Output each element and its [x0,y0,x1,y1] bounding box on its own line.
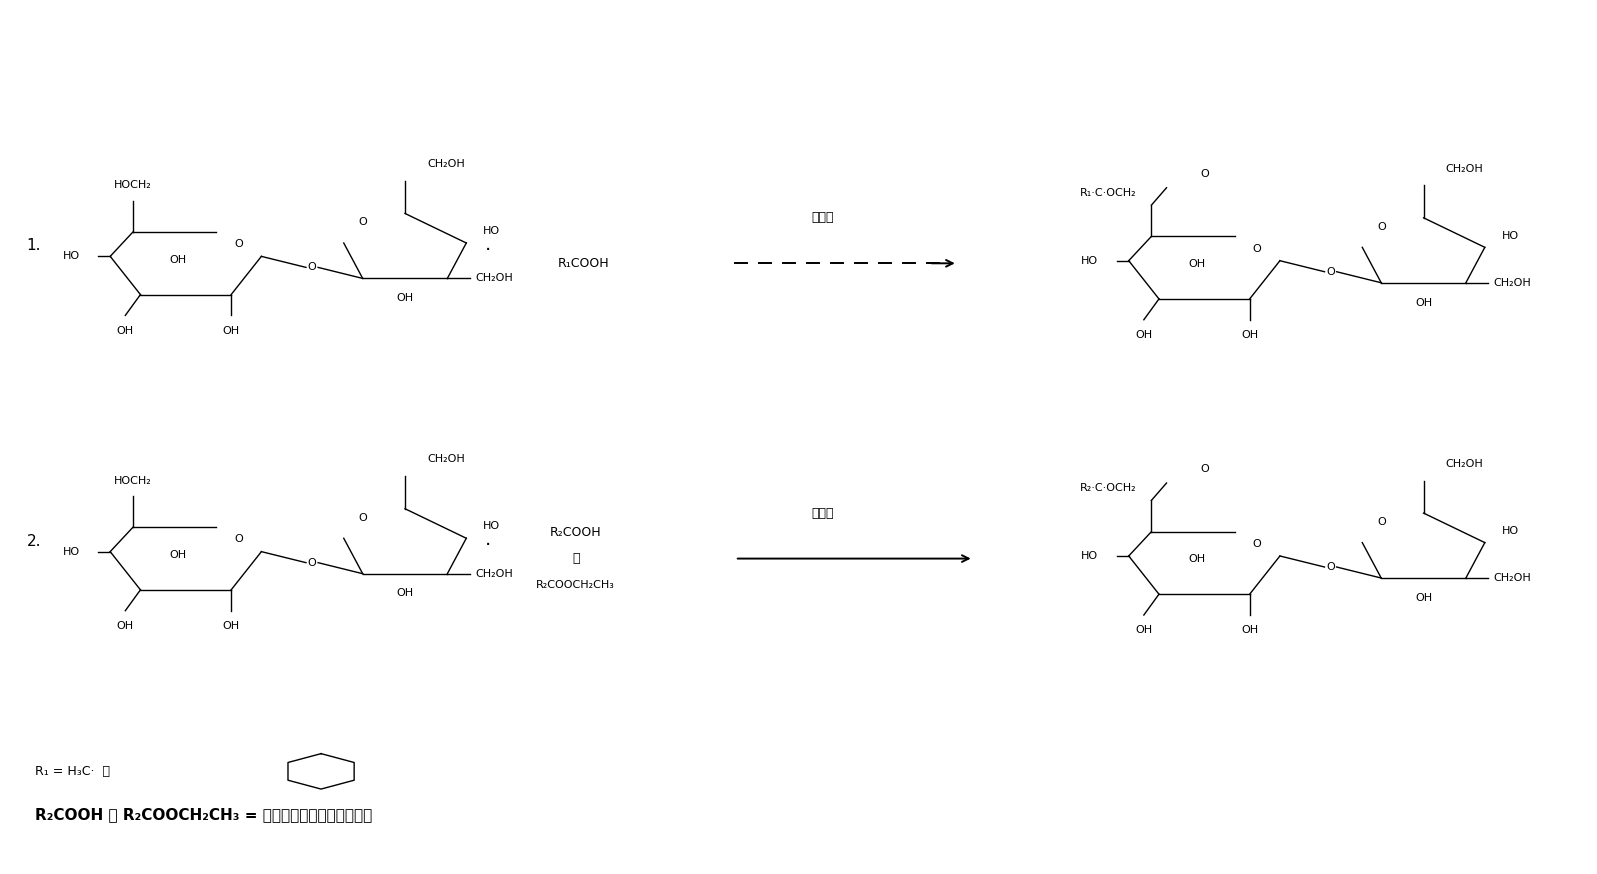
Text: CH₂OH: CH₂OH [428,159,465,170]
Text: CH₂OH: CH₂OH [1493,573,1532,583]
Text: OH: OH [1415,593,1433,603]
Text: 或: 或 [572,552,580,565]
Text: HO: HO [62,252,80,261]
Text: O: O [1326,562,1335,572]
Text: CH₂OH: CH₂OH [1493,278,1532,288]
Text: O: O [1377,517,1386,527]
Text: R₁ = H₃C·  或: R₁ = H₃C· 或 [35,765,110,778]
Text: O: O [359,512,367,523]
Text: O: O [1377,222,1386,232]
Text: 1.: 1. [27,239,42,253]
Text: R₂·C·OCH₂: R₂·C·OCH₂ [1080,483,1137,493]
Text: OH: OH [1241,626,1258,635]
Text: OH: OH [1135,330,1153,340]
Text: OH: OH [169,550,187,560]
Text: O: O [308,558,316,568]
Text: HO: HO [482,522,500,531]
Text: R₂COOH: R₂COOH [549,526,602,539]
Text: OH: OH [396,588,414,599]
Text: O: O [359,218,367,227]
Text: OH: OH [222,621,240,631]
Text: 2.: 2. [27,534,42,549]
Text: O: O [1199,464,1209,474]
Text: O: O [1326,267,1335,277]
Text: O: O [235,239,243,249]
Text: HO: HO [1081,551,1099,561]
Text: O: O [1254,538,1262,549]
Text: OH: OH [117,326,134,336]
Text: OH: OH [1135,626,1153,635]
Text: R₁COOH: R₁COOH [557,257,610,270]
Text: R₂COOH 或 R₂COOCH₂CH₃ = 高级脂肪酸或其甲酯或乙酯: R₂COOH 或 R₂COOCH₂CH₃ = 高级脂肪酸或其甲酯或乙酯 [35,808,372,822]
Text: HO: HO [62,546,80,557]
Text: OH: OH [169,255,187,265]
Text: ·: · [485,536,492,555]
Text: OH: OH [117,621,134,631]
Text: 催化剂: 催化剂 [811,507,834,519]
Text: CH₂OH: CH₂OH [428,454,465,464]
Text: OH: OH [1188,260,1206,269]
Text: O: O [1254,244,1262,253]
Text: R₂COOCH₂CH₃: R₂COOCH₂CH₃ [537,579,615,590]
Text: HO: HO [1501,231,1519,240]
Text: O: O [1199,169,1209,178]
Text: R₁·C·OCH₂: R₁·C·OCH₂ [1080,188,1137,198]
Text: CH₂OH: CH₂OH [1445,163,1484,174]
Text: HO: HO [1501,526,1519,536]
Text: HO: HO [1081,256,1099,266]
Text: 催化剂: 催化剂 [811,212,834,225]
Text: OH: OH [396,293,414,303]
Text: HO: HO [482,226,500,236]
Text: OH: OH [222,326,240,336]
Text: HOCH₂: HOCH₂ [113,475,152,486]
Text: CH₂OH: CH₂OH [1445,459,1484,468]
Text: CH₂OH: CH₂OH [476,569,513,579]
Text: O: O [308,262,316,273]
Text: CH₂OH: CH₂OH [476,274,513,283]
Text: OH: OH [1415,297,1433,308]
Text: HOCH₂: HOCH₂ [113,180,152,191]
Text: O: O [235,535,243,545]
Text: OH: OH [1241,330,1258,340]
Text: ·: · [485,240,492,260]
Text: OH: OH [1188,554,1206,565]
